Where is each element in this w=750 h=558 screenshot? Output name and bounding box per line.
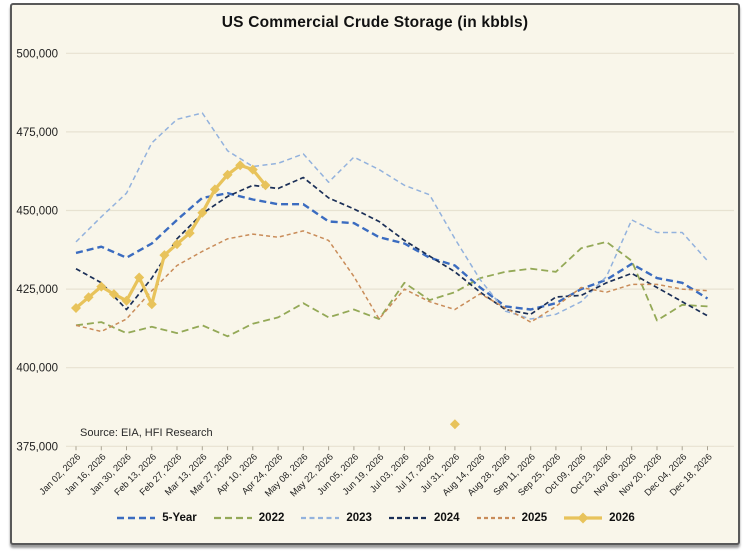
legend-item-5-year: 5-Year (115, 511, 197, 525)
legend-label-2024: 2024 (433, 512, 460, 524)
y-axis-label: 500,000 (16, 48, 58, 60)
legend-swatch-2023 (301, 516, 340, 520)
legend-item-2025: 2025 (475, 511, 548, 525)
legend-swatch-2022 (213, 516, 252, 520)
legend-swatch-2024 (388, 516, 427, 520)
legend-swatch-5-year (117, 516, 156, 520)
diamond-marker (247, 164, 258, 175)
legend-label-5-year: 5-Year (162, 512, 197, 524)
diamond-marker (121, 295, 132, 306)
series-2026 (74, 163, 267, 310)
y-axis-label: 475,000 (16, 127, 58, 139)
series-5-year (75, 191, 709, 311)
diamond-marker (209, 184, 220, 195)
series-2024 (75, 176, 708, 317)
source-note: Source: EIA, HFI Research (80, 427, 213, 439)
diamond-marker (260, 180, 271, 191)
diamond-marker (222, 169, 233, 180)
diamond-marker (235, 160, 246, 171)
y-axis-label: 400,000 (16, 363, 58, 375)
diamond-marker (71, 303, 81, 313)
diamond-marker (134, 272, 145, 283)
legend-label-2025: 2025 (521, 512, 548, 524)
legend-item-2023: 2023 (299, 511, 372, 525)
chart-title: US Commercial Crude Storage (in kbbls) (221, 14, 529, 31)
diamond-marker (449, 419, 460, 430)
legend-item-2026: 2026 (562, 511, 635, 525)
diamond-marker (197, 207, 208, 218)
diamond-marker (184, 228, 195, 239)
series-2023 (75, 112, 709, 320)
diamond-marker (108, 289, 119, 300)
diamond-marker (172, 239, 182, 250)
diamond-marker (146, 299, 157, 310)
diamond-marker (96, 281, 107, 292)
diamond-marker (83, 292, 94, 303)
y-axis-label: 375,000 (16, 441, 58, 453)
legend-label-2022: 2022 (258, 512, 285, 524)
legend-swatch-2026 (564, 512, 603, 524)
legend-label-2023: 2023 (346, 512, 372, 524)
chart-frame (10, 3, 740, 545)
series-2025 (75, 230, 708, 333)
diamond-marker (159, 250, 170, 261)
legend-item-2022: 2022 (212, 511, 285, 525)
y-axis-label: 425,000 (16, 284, 58, 296)
legend-label-2026: 2026 (609, 512, 635, 524)
series-2022 (75, 240, 708, 338)
chart-legend: 5-Year 2022 2023 2024 2025 2026 (0, 511, 750, 525)
y-axis-label: 450,000 (16, 206, 58, 218)
legend-swatch-2025 (476, 516, 515, 520)
legend-item-2024: 2024 (387, 511, 460, 525)
